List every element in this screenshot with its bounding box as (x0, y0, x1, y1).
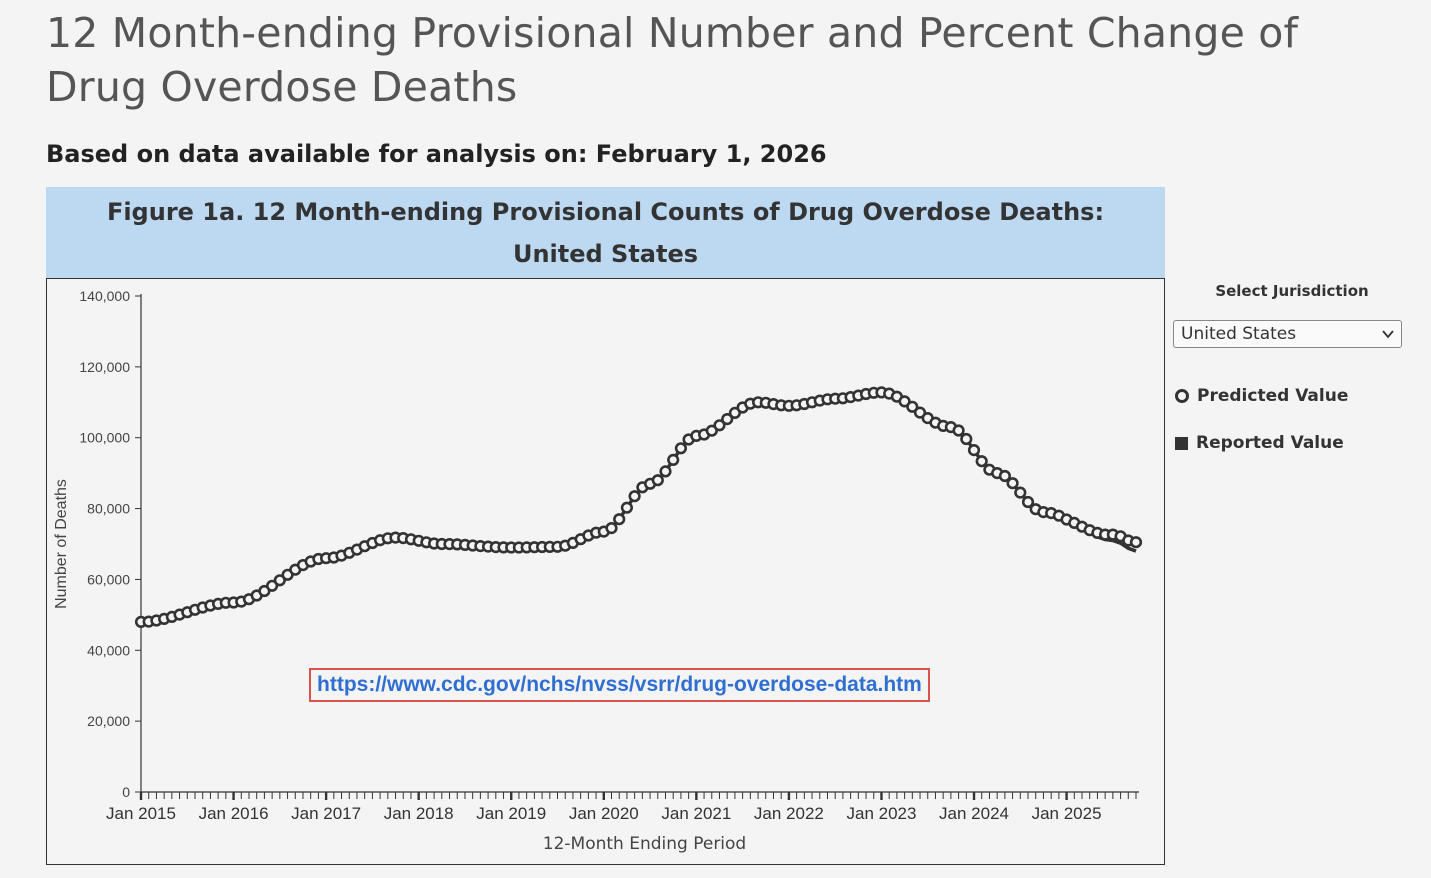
predicted-point (913, 406, 927, 419)
predicted-point (721, 413, 734, 426)
cdc-url-annotation[interactable]: https://www.cdc.gov/nchs/nvss/vsrr/drug-… (309, 668, 930, 702)
overdose-line-chart: 0 20,000 40,000 60,000 80,000 100,000 120,000 1… (53, 288, 1143, 854)
x-tick-label: Jan 2017 (291, 804, 361, 823)
y-tick-label: 140,000 (79, 288, 130, 304)
open-circle-icon (1175, 389, 1189, 403)
x-tick-label: Jan 2021 (661, 804, 731, 823)
x-tick-label: Jan 2016 (199, 804, 269, 823)
chart-frame: 0 20,000 40,000 60,000 80,000 100,000 120,000 1… (46, 278, 1165, 865)
x-tick-label: Jan 2023 (846, 804, 916, 823)
y-tick-label: 60,000 (87, 571, 130, 587)
x-tick-label: Jan 2015 (106, 804, 176, 823)
predicted-point (628, 490, 641, 503)
y-tick-label: 40,000 (87, 642, 130, 658)
x-tick-label: Jan 2018 (384, 804, 454, 823)
predicted-point (651, 474, 664, 487)
x-tick-label: Jan 2024 (939, 804, 1009, 823)
x-tick-label: Jan 2025 (1032, 804, 1102, 823)
y-tick-label: 20,000 (87, 713, 130, 729)
predicted-point (713, 419, 726, 432)
predicted-point (266, 579, 279, 592)
predicted-point (620, 501, 634, 514)
legend-reported[interactable]: Reported Value (1175, 433, 1344, 453)
predicted-point (906, 400, 919, 413)
predicted-point (1014, 486, 1027, 499)
y-tick-label: 0 (122, 784, 130, 800)
jurisdiction-select-value: United States (1181, 324, 1297, 344)
x-tick-label: Jan 2019 (476, 804, 546, 823)
predicted-point (952, 424, 965, 437)
page-title: 12 Month-ending Provisional Number and P… (46, 9, 1299, 111)
x-tick-label: Jan 2020 (569, 804, 639, 823)
predicted-point (674, 442, 688, 455)
select-jurisdiction-label: Select Jurisdiction (1215, 282, 1369, 300)
predicted-point (273, 574, 286, 587)
figure-header: Figure 1a. 12 Month-ending Provisional C… (46, 187, 1165, 278)
predicted-point (998, 469, 1012, 483)
filled-square-icon (1175, 436, 1188, 450)
predicted-point (1129, 536, 1143, 549)
predicted-point (967, 444, 981, 457)
reported-value-line (140, 390, 1137, 624)
side-panel: Select Jurisdiction United States Predic… (1172, 278, 1412, 453)
y-tick-label: 120,000 (79, 359, 130, 375)
data-availability-date: Based on data available for analysis on:… (46, 140, 827, 168)
predicted-point (659, 465, 672, 478)
y-tick-label: 100,000 (79, 430, 130, 446)
jurisdiction-select[interactable]: United States (1173, 320, 1402, 348)
predicted-point (667, 453, 680, 466)
x-tick-label: Jan 2022 (754, 804, 824, 823)
predicted-point (975, 455, 988, 468)
legend-reported-label: Reported Value (1196, 433, 1344, 453)
predicted-point (613, 513, 626, 526)
chevron-down-icon (1382, 330, 1394, 339)
y-axis-title: Number of Deaths (53, 479, 70, 609)
x-axis-title: 12-Month Ending Period (543, 834, 746, 854)
legend-predicted[interactable]: Predicted Value (1175, 386, 1348, 406)
predicted-point (1021, 495, 1035, 509)
predicted-point (1006, 477, 1019, 490)
legend-predicted-label: Predicted Value (1197, 386, 1349, 406)
predicted-point (605, 522, 618, 535)
predicted-point (960, 432, 973, 446)
figure-title: Figure 1a. 12 Month-ending Provisional C… (106, 197, 1105, 268)
y-tick-label: 80,000 (87, 501, 130, 517)
